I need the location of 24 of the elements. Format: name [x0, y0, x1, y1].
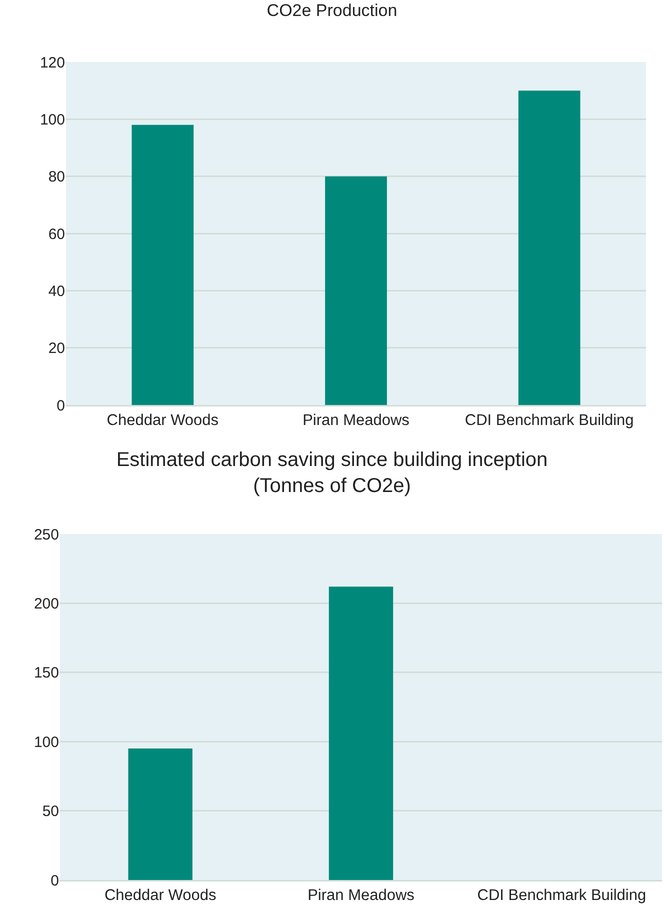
y-tick-label: 80 — [48, 168, 65, 186]
x-tick-label: Piran Meadows — [302, 412, 410, 430]
y-tick-label: 150 — [34, 664, 59, 682]
x-tick-label: CDI Benchmark Building — [464, 412, 634, 430]
y-tick-label: 60 — [48, 226, 65, 243]
y-tick-label: 200 — [34, 595, 59, 612]
x-tick-label: Piran Meadows — [308, 887, 415, 904]
y-tick-label: 100 — [40, 111, 65, 128]
y-tick-label: 120 — [40, 54, 65, 72]
y-tick-label: 100 — [34, 734, 59, 751]
bar — [325, 176, 387, 405]
y-tick-label: 20 — [48, 340, 65, 358]
bar — [132, 124, 194, 405]
y-tick-label: 50 — [42, 803, 59, 820]
y-tick-label: 40 — [48, 282, 65, 300]
y-tick-label: 0 — [50, 872, 59, 890]
y-tick-label: 250 — [34, 526, 59, 544]
chart-title: CO2e Production — [266, 0, 398, 20]
x-tick-label: Cheddar Woods — [106, 412, 219, 430]
x-tick-label: CDI Benchmark Building — [477, 887, 646, 904]
y-tick-label: 0 — [56, 397, 65, 414]
bar — [518, 90, 580, 405]
chart-title: Estimated carbon saving since building inception (Tonnes of CO2e) — [116, 449, 548, 497]
x-tick-label: Cheddar Woods — [104, 887, 216, 904]
